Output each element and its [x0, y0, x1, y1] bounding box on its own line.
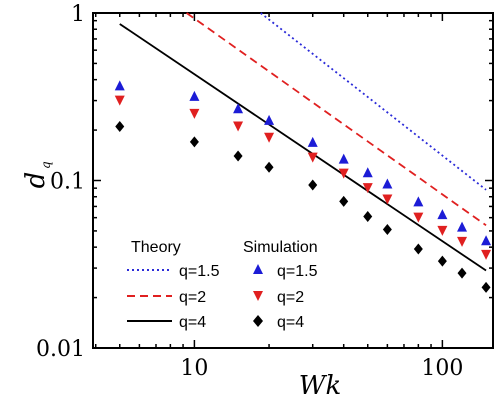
sim-point-triangle-down-q-2	[338, 168, 349, 179]
sim-point-diamond-q-4	[264, 161, 274, 173]
theory-lines	[119, 12, 487, 272]
sim-point-triangle-up-q-1-5	[338, 153, 349, 164]
sim-point-triangle-up-q-1-5	[307, 136, 318, 147]
legend-label-sim-q1-5: q=1.5	[277, 263, 318, 280]
sim-point-diamond-q-4	[308, 179, 318, 191]
sim-point-diamond-q-4	[339, 195, 349, 207]
sim-point-triangle-up-q-1-5	[413, 196, 424, 207]
sim-point-diamond-q-4	[481, 281, 491, 293]
sim-point-triangle-down-q-2	[189, 108, 200, 119]
sim-point-triangle-down-q-2	[382, 194, 393, 205]
sim-point-triangle-down-q-2	[437, 225, 448, 236]
y-axis-title: d q	[21, 161, 53, 188]
sim-point-triangle-up-q-1-5	[264, 114, 275, 125]
legend-marker-sim-q4	[253, 315, 263, 327]
x-tick-label: 100	[421, 356, 463, 381]
x-tick-label: 10	[180, 356, 208, 381]
legend-heading-simulation: Simulation	[243, 239, 318, 256]
sim-point-diamond-q-4	[457, 267, 467, 279]
sim-point-triangle-up-q-1-5	[481, 235, 492, 246]
sim-point-triangle-up-q-1-5	[189, 90, 200, 101]
sim-point-triangle-down-q-2	[413, 212, 424, 223]
sim-point-triangle-down-q-2	[362, 183, 373, 194]
sim-point-diamond-q-4	[382, 223, 392, 235]
sim-point-diamond-q-4	[437, 255, 447, 267]
sim-point-diamond-q-4	[189, 136, 199, 148]
legend: Theory Simulation q=1.5 q=2 q=4 q=1.5 q=…	[127, 239, 318, 331]
y-axis-title-main: d	[21, 172, 51, 189]
legend-marker-sim-q2	[253, 291, 263, 301]
sim-point-triangle-up-q-1-5	[233, 103, 244, 114]
simulation-markers	[114, 80, 492, 293]
axis-ticks: 10 100 1 0.1 0.01	[36, 2, 493, 381]
theory-line-q-2	[186, 12, 487, 227]
legend-label-sim-q2: q=2	[277, 289, 304, 306]
legend-label-theory-q2: q=2	[179, 289, 206, 306]
sim-point-triangle-up-q-1-5	[382, 178, 393, 189]
sim-point-diamond-q-4	[413, 243, 423, 255]
theory-line-q-4	[119, 23, 487, 272]
y-axis-title-subscript: q	[39, 161, 53, 169]
legend-heading-theory: Theory	[131, 239, 181, 256]
sim-point-triangle-down-q-2	[264, 132, 275, 143]
sim-point-diamond-q-4	[363, 210, 373, 222]
sim-point-triangle-up-q-1-5	[114, 80, 125, 91]
x-axis-title: Wk	[299, 371, 341, 401]
sim-point-triangle-down-q-2	[114, 95, 125, 106]
legend-marker-sim-q1-5	[253, 264, 263, 274]
sim-point-triangle-down-q-2	[481, 249, 492, 260]
sim-point-diamond-q-4	[233, 150, 243, 162]
legend-label-theory-q1-5: q=1.5	[179, 263, 220, 280]
sim-point-triangle-down-q-2	[457, 236, 468, 247]
sim-point-diamond-q-4	[115, 121, 125, 133]
legend-label-sim-q4: q=4	[277, 314, 304, 331]
sim-point-triangle-up-q-1-5	[362, 167, 373, 178]
theory-line-q-1-5	[260, 12, 487, 191]
y-tick-label: 1	[71, 2, 85, 27]
y-tick-label: 0.01	[36, 337, 85, 362]
sim-point-triangle-down-q-2	[307, 152, 318, 163]
legend-label-theory-q4: q=4	[179, 314, 206, 331]
sim-point-triangle-up-q-1-5	[437, 209, 448, 220]
sim-point-triangle-up-q-1-5	[457, 221, 468, 232]
sim-point-triangle-down-q-2	[233, 121, 244, 132]
y-tick-label: 0.1	[50, 170, 85, 195]
